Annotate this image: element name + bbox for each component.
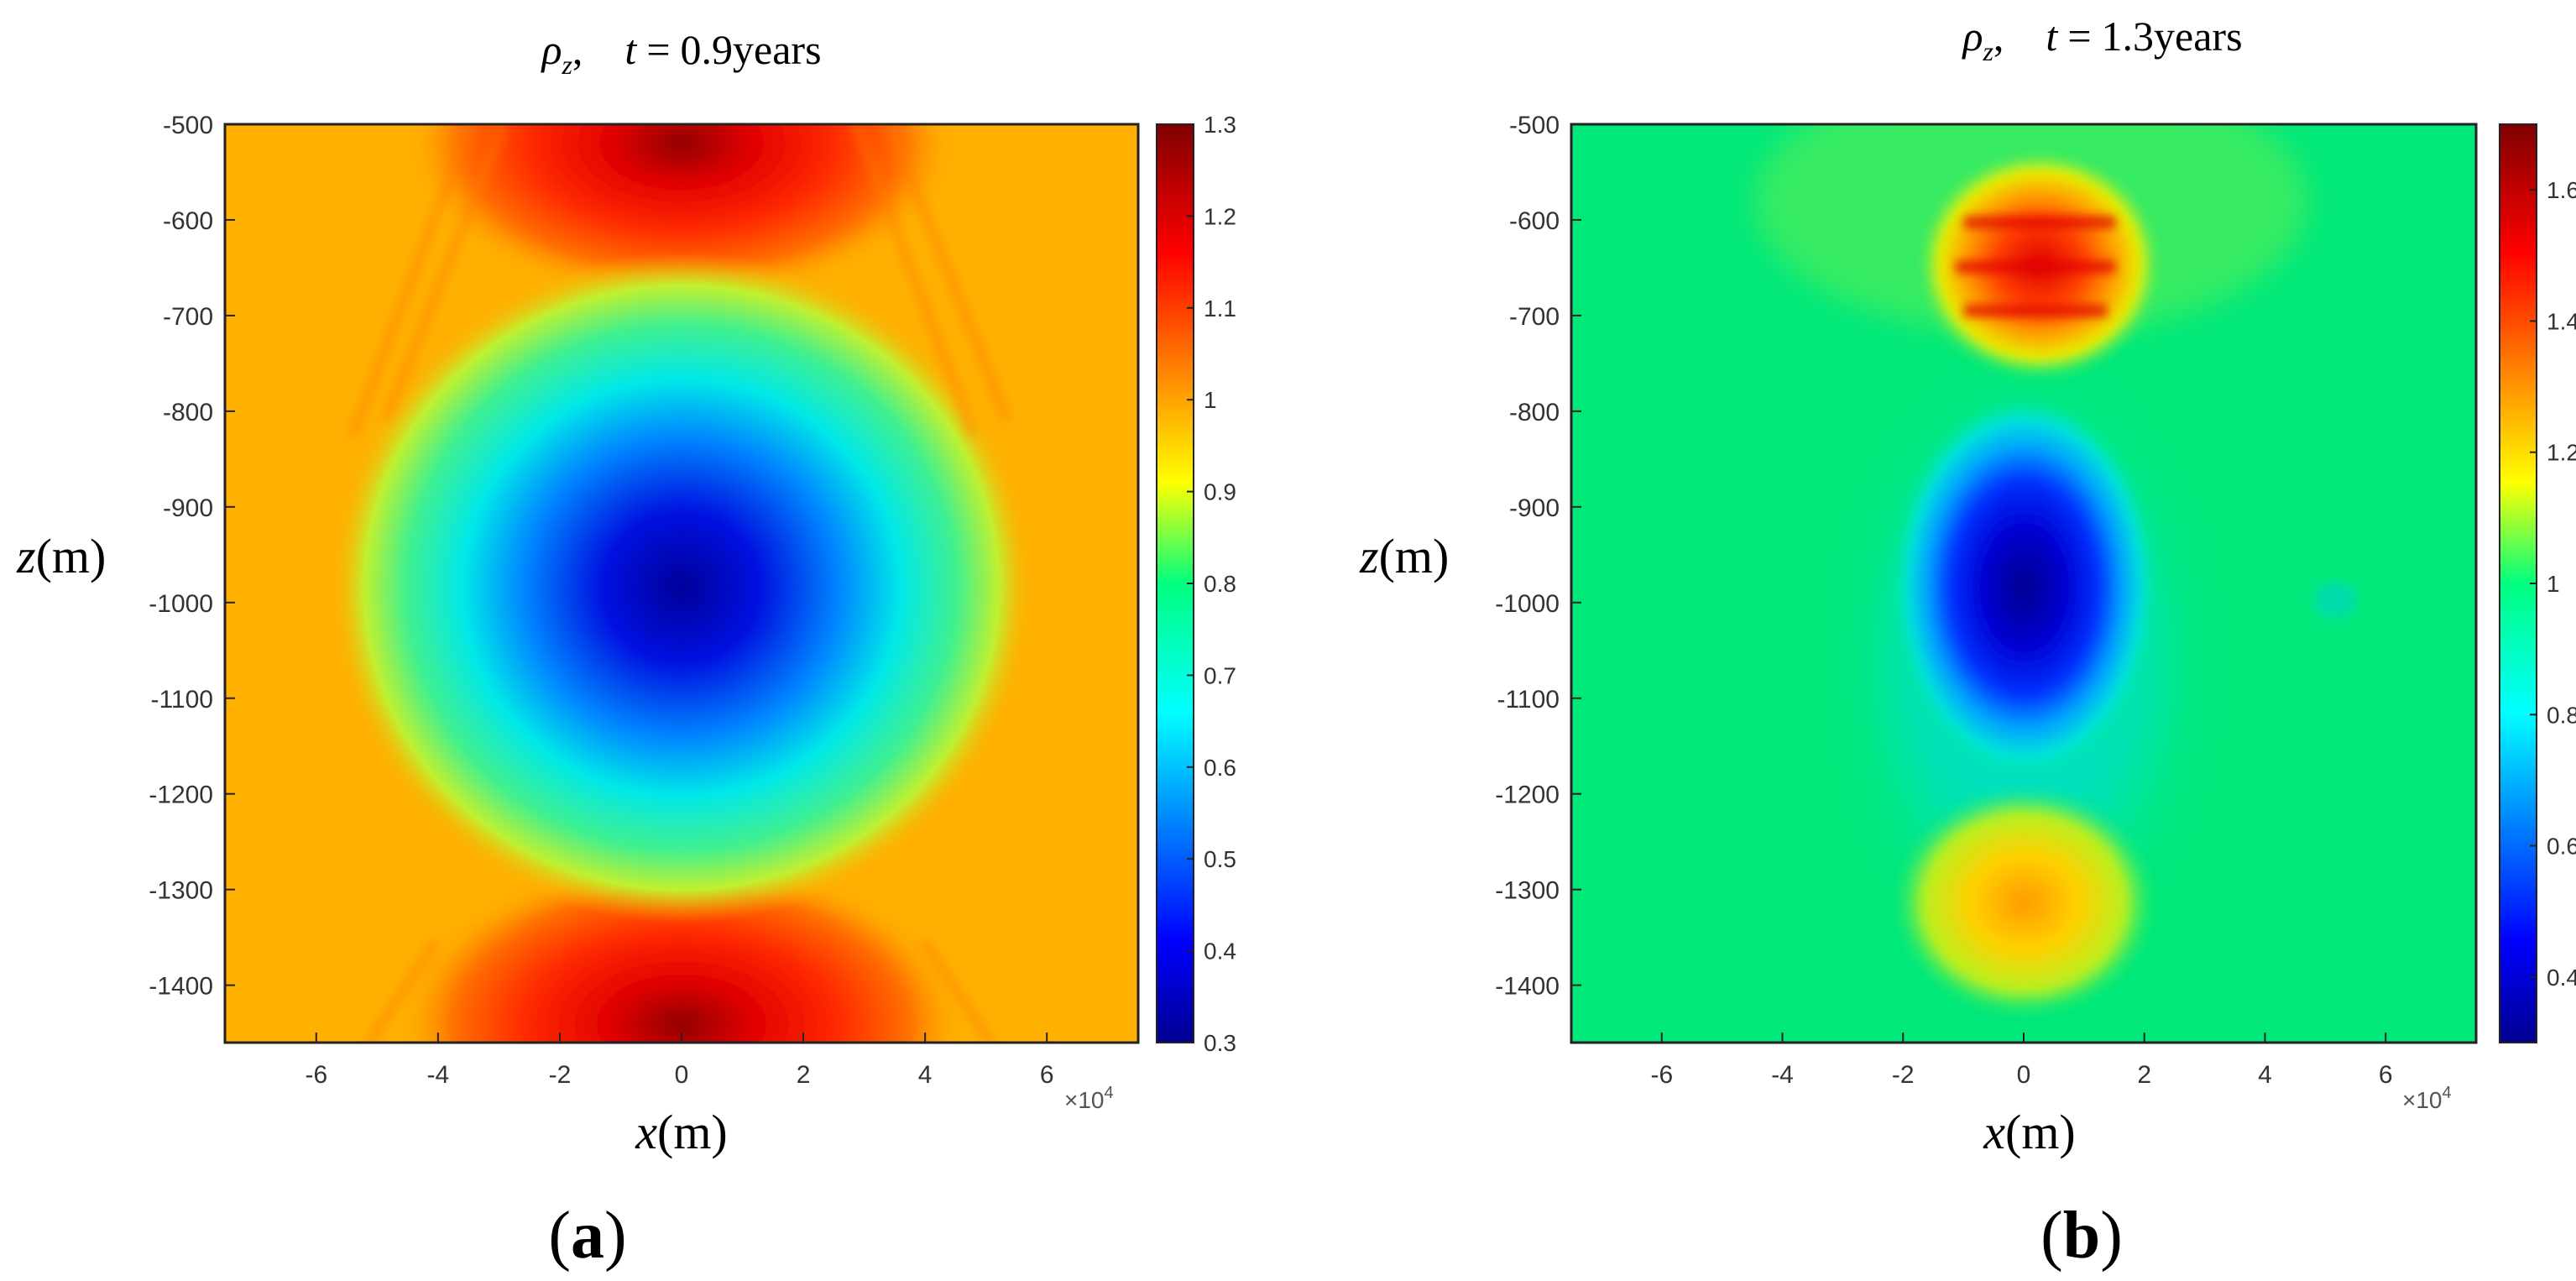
x-tick-label: 0 bbox=[675, 1061, 689, 1089]
title-time-value: 0.9 bbox=[681, 26, 734, 73]
y-tick-label: -500 bbox=[1509, 112, 1560, 139]
title-time-var: t bbox=[2046, 13, 2058, 60]
heatmap-b bbox=[1571, 124, 2476, 1043]
x-tick-label: 2 bbox=[2137, 1061, 2151, 1089]
x-multiplier-b: ×104 bbox=[2402, 1084, 2452, 1113]
x-tick-label: -4 bbox=[1771, 1061, 1794, 1089]
xlabel-a: x(m) bbox=[635, 1105, 728, 1159]
colorbar-tick-label: 1.1 bbox=[1204, 295, 1236, 322]
title-equals: = bbox=[646, 26, 670, 73]
colorbar-tick-label: 1 bbox=[1204, 387, 1217, 413]
y-tick-label: -1100 bbox=[150, 686, 213, 714]
ylabel-var: z bbox=[16, 529, 36, 583]
x-tick-label: -6 bbox=[1650, 1061, 1673, 1089]
ylabel-b: z(m) bbox=[1359, 529, 1449, 583]
y-tick-label: -700 bbox=[163, 303, 213, 331]
y-tick-label: -900 bbox=[163, 494, 213, 522]
x-tick-label: 0 bbox=[2017, 1061, 2031, 1089]
colorbar-tick-label: 0.9 bbox=[1204, 479, 1236, 505]
colorbar-tick-label: 0.6 bbox=[2547, 834, 2576, 860]
ylabel-unit: (m) bbox=[1379, 529, 1450, 583]
xlabel-b: x(m) bbox=[1983, 1105, 2076, 1159]
title-time-var: t bbox=[624, 26, 637, 73]
colorbar-tick-label: 0.8 bbox=[1204, 571, 1236, 597]
x-tick-label: -6 bbox=[305, 1061, 327, 1089]
ylabel-var: z bbox=[1359, 529, 1379, 583]
panel-b-title: ρz, t = 1.3years bbox=[1961, 13, 2242, 66]
xlabel-unit: (m) bbox=[657, 1105, 728, 1159]
x-tick-label: -2 bbox=[549, 1061, 572, 1089]
y-tick-label: -800 bbox=[1509, 399, 1560, 426]
y-tick-label: -900 bbox=[1509, 494, 1560, 522]
panel-label-b: (b) bbox=[2040, 1199, 2123, 1273]
y-tick-label: -1200 bbox=[149, 782, 213, 809]
title-equals: = bbox=[2067, 13, 2091, 60]
colorbar-tick-label: 1.6 bbox=[2547, 177, 2576, 203]
x-tick-label: 6 bbox=[1040, 1061, 1054, 1089]
colorbar-tick-label: 0.4 bbox=[1204, 939, 1236, 965]
title-separator: , bbox=[572, 26, 583, 73]
title-time-unit: years bbox=[2154, 13, 2243, 60]
panel-label-a: (a) bbox=[548, 1199, 626, 1273]
panel-a: ρz, t = 0.9years -6 -4 -2 0 2 4 6-500-600-700-800… bbox=[16, 26, 1236, 1273]
panel-letter: b bbox=[2063, 1199, 2101, 1273]
y-tick-label: -1300 bbox=[149, 877, 213, 905]
title-symbol: ρ bbox=[1961, 13, 1983, 60]
y-tick-label: -700 bbox=[1509, 303, 1560, 331]
y-tick-label: -1000 bbox=[149, 590, 213, 618]
panel-a-title: ρz, t = 0.9years bbox=[540, 26, 821, 80]
colorbar-tick-label: 1.4 bbox=[2547, 308, 2576, 334]
xlabel-unit: (m) bbox=[2005, 1105, 2076, 1159]
x-multiplier-a: ×104 bbox=[1064, 1084, 1114, 1113]
y-tick-label: -1000 bbox=[1495, 590, 1560, 618]
colorbar-ticks-b: 0.4 0.6 0.8 1 1.2 1.4 1.6 bbox=[2530, 177, 2576, 991]
title-subscript: z bbox=[561, 50, 572, 80]
x-tick-label: 2 bbox=[797, 1061, 811, 1089]
x-tick-label: -4 bbox=[427, 1061, 450, 1089]
xlabel-var: x bbox=[1983, 1105, 2005, 1159]
y-tick-label: -1200 bbox=[1495, 782, 1560, 809]
y-tick-label: -1400 bbox=[149, 973, 213, 1001]
x-multiplier-base: ×10 bbox=[2402, 1087, 2443, 1113]
x-tick-label: 6 bbox=[2379, 1061, 2393, 1089]
axes-b: -6 -4 -2 0 2 4 6 -500 -600 -700 -800 -900 -1000 -1100… bbox=[1495, 112, 2392, 1089]
colorbar-ticks-a: 0.3 0.4 0.5 0.6 0.7 0.8 0.9 1 1.1 1.2 1.3 bbox=[1187, 112, 1236, 1056]
xlabel-var: x bbox=[635, 1105, 657, 1159]
title-time-value: 1.3 bbox=[2102, 13, 2155, 60]
y-tick-label: -800 bbox=[163, 399, 213, 426]
colorbar-tick-label: 0.7 bbox=[1204, 662, 1236, 688]
colorbar-tick-label: 1.3 bbox=[1204, 112, 1236, 138]
panel-b: ρz, t = 1.3years -6 -4 -2 0 2 4 6-500-600-700-800… bbox=[1359, 13, 2576, 1273]
title-time-unit: years bbox=[733, 26, 822, 73]
ylabel-unit: (m) bbox=[36, 529, 107, 583]
y-tick-label: -1300 bbox=[1495, 877, 1560, 905]
x-tick-label: 4 bbox=[2258, 1061, 2272, 1089]
y-tick-label: -1400 bbox=[1495, 973, 1560, 1001]
title-separator: , bbox=[1993, 13, 2004, 60]
y-tick-label: -600 bbox=[163, 207, 213, 235]
title-subscript: z bbox=[1982, 36, 1993, 66]
y-tick-label: -500 bbox=[163, 112, 213, 139]
y-tick-label: -1100 bbox=[1497, 686, 1560, 714]
x-multiplier-exponent: 4 bbox=[2443, 1084, 2452, 1102]
colorbar-tick-label: 0.4 bbox=[2547, 965, 2576, 991]
heatmap-a bbox=[225, 124, 1138, 1043]
x-multiplier-base: ×10 bbox=[1064, 1087, 1105, 1113]
colorbar-tick-label: 0.8 bbox=[2547, 702, 2576, 728]
colorbar-tick-label: 0.5 bbox=[1204, 846, 1236, 872]
x-tick-label: 4 bbox=[918, 1061, 933, 1089]
y-tick-label: -600 bbox=[1509, 207, 1560, 235]
ylabel-a: z(m) bbox=[16, 529, 106, 583]
colorbar-tick-label: 1.2 bbox=[2547, 440, 2576, 466]
title-symbol: ρ bbox=[540, 26, 562, 73]
colorbar-tick-label: 0.3 bbox=[1204, 1030, 1236, 1056]
colorbar-tick-label: 0.6 bbox=[1204, 755, 1236, 781]
panel-letter: a bbox=[571, 1199, 604, 1273]
axes-a: -6 -4 -2 0 2 4 6 -500 -600 -700 -800 -900 -1000 -1100… bbox=[149, 112, 1053, 1089]
colorbar-tick-label: 1 bbox=[2547, 571, 2560, 597]
x-tick-label: -2 bbox=[1892, 1061, 1915, 1089]
colorbar-tick-label: 1.2 bbox=[1204, 203, 1236, 229]
x-multiplier-exponent: 4 bbox=[1105, 1084, 1114, 1102]
